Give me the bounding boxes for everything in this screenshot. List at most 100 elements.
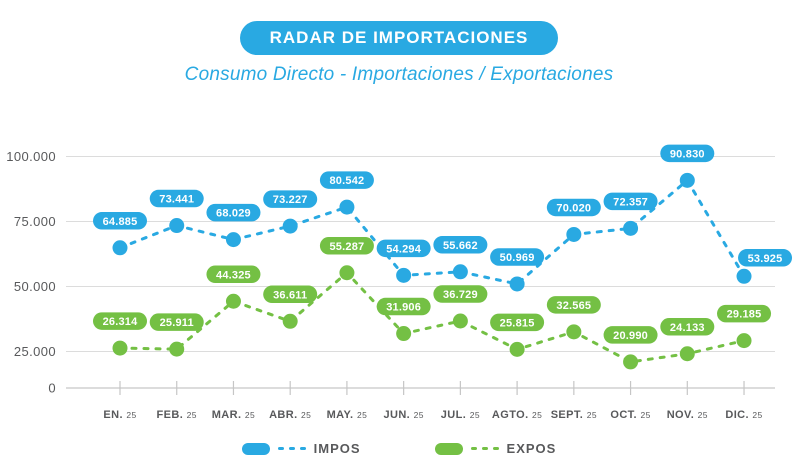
impos-point[interactable]	[736, 268, 752, 284]
expos-point[interactable]	[282, 313, 298, 329]
expos-legend-dash-line	[470, 447, 499, 450]
impos-line	[118, 178, 746, 286]
expos-value-label: 44.325	[216, 269, 251, 281]
x-axis-label: AGTO. 25	[492, 409, 542, 421]
expos-value-bubble	[263, 285, 318, 304]
expos-point[interactable]	[736, 333, 752, 349]
expos-point[interactable]	[623, 354, 639, 370]
impos-point[interactable]	[225, 232, 241, 248]
impos-value-label: 72.357	[613, 196, 648, 208]
expos-point[interactable]	[169, 341, 185, 357]
page-title: RADAR DE IMPORTACIONES	[269, 28, 529, 47]
expos-value-bubble	[93, 312, 147, 330]
impos-value-label: 55.662	[443, 240, 478, 252]
impos-value-label: 68.029	[216, 208, 251, 220]
impos-point[interactable]	[566, 226, 582, 242]
impos-point[interactable]	[339, 199, 355, 215]
impos-point[interactable]	[509, 276, 525, 292]
impos-value-label: 50.969	[500, 252, 535, 264]
impos-point[interactable]	[112, 240, 128, 256]
impos-value-bubble	[149, 189, 204, 208]
impos-value-bubble	[93, 212, 147, 230]
expos-point[interactable]	[225, 293, 241, 309]
page-subtitle: Consumo Directo - Importaciones / Export…	[184, 64, 614, 85]
impos-value-label: 53.925	[748, 253, 783, 265]
impos-value-bubble	[490, 248, 545, 266]
impos-legend-label: IMPOS	[313, 441, 361, 456]
expos-point[interactable]	[339, 265, 355, 281]
expos-value-label: 24.133	[670, 322, 705, 334]
expos-point[interactable]	[509, 341, 525, 357]
expos-value-label: 25.815	[500, 317, 535, 329]
impos-point[interactable]	[452, 264, 468, 280]
impos-value-bubble	[319, 171, 374, 189]
expos-line	[118, 270, 746, 364]
expos-value-bubble	[603, 326, 658, 344]
expos-value-bubble	[206, 265, 261, 284]
x-axis-label: MAY. 25	[327, 409, 368, 421]
chart-legend: IMPOS EXPOS	[0, 441, 798, 456]
x-axis-label: EN. 25	[103, 409, 136, 421]
x-axis-label: JUN. 25	[383, 409, 423, 421]
impos-value-bubble	[376, 239, 431, 258]
impos-value-bubble	[738, 249, 793, 267]
impos-value-label: 90.830	[670, 148, 705, 160]
expos-legend-label: EXPOS	[506, 441, 557, 456]
y-axis-label: 25.000	[14, 344, 56, 359]
impos-point[interactable]	[169, 218, 185, 234]
expos-value-label: 32.565	[556, 300, 591, 312]
impos-legend-swatch	[241, 442, 270, 455]
expos-value-label: 55.287	[329, 241, 364, 253]
y-axis-label: 100.000	[6, 149, 56, 164]
x-axis-label: SEPT. 25	[551, 409, 597, 421]
expos-legend-swatch	[434, 442, 463, 455]
impos-value-bubble	[263, 190, 318, 208]
expos-value-label: 26.314	[103, 316, 139, 328]
expos-value-bubble	[376, 297, 431, 316]
expos-value-bubble	[546, 296, 601, 314]
expos-value-bubble	[490, 313, 545, 332]
impos-point[interactable]	[396, 267, 412, 283]
expos-value-bubble	[149, 313, 204, 331]
x-axis-label: DIC. 25	[725, 409, 762, 421]
impos-value-bubble	[603, 192, 658, 211]
legend-item-impos[interactable]: IMPOS	[241, 441, 361, 456]
chart-canvas: 100.000 75.000 50.000 25.000 0 EN. 25 FEB. 25 M…	[6, 144, 793, 421]
impos-value-label: 64.885	[103, 216, 138, 228]
expos-value-bubble	[717, 304, 772, 323]
expos-value-bubble	[660, 318, 715, 336]
expos-value-label: 31.906	[386, 302, 421, 314]
impos-value-label: 70.020	[556, 202, 591, 214]
impos-point[interactable]	[282, 218, 298, 234]
impos-value-label: 80.542	[329, 175, 364, 187]
impos-value-label: 73.227	[273, 194, 308, 206]
impos-value-bubble	[546, 198, 601, 217]
expos-value-label: 29.185	[727, 309, 762, 321]
y-axis-label: 75.000	[14, 214, 56, 229]
legend-item-expos[interactable]: EXPOS	[434, 441, 557, 456]
impos-value-bubble	[660, 144, 715, 163]
x-axis-label: JUL. 25	[441, 409, 480, 421]
x-axis-label: OCT. 25	[610, 409, 650, 421]
impos-value-label: 54.294	[386, 243, 422, 255]
impos-value-bubble	[433, 236, 488, 254]
impos-legend-dash-line	[277, 447, 306, 450]
expos-point[interactable]	[452, 313, 468, 329]
x-axis-label: NOV. 25	[667, 409, 708, 421]
title-pill: RADAR DE IMPORTACIONES	[239, 21, 559, 55]
x-axis-label: ABR. 25	[269, 409, 311, 421]
expos-point[interactable]	[112, 340, 128, 356]
expos-value-label: 25.911	[160, 317, 194, 329]
expos-point[interactable]	[396, 326, 412, 342]
expos-value-bubble	[319, 237, 374, 255]
y-axis-label: 50.000	[14, 279, 56, 294]
impos-point[interactable]	[623, 220, 639, 236]
expos-point[interactable]	[679, 346, 695, 362]
impos-value-label: 73.441	[159, 194, 194, 206]
impos-point[interactable]	[679, 172, 695, 188]
expos-value-label: 20.990	[613, 330, 648, 342]
expos-point[interactable]	[566, 324, 582, 340]
expos-value-label: 36.611	[273, 289, 307, 301]
x-axis-label: MAR. 25	[212, 409, 255, 421]
